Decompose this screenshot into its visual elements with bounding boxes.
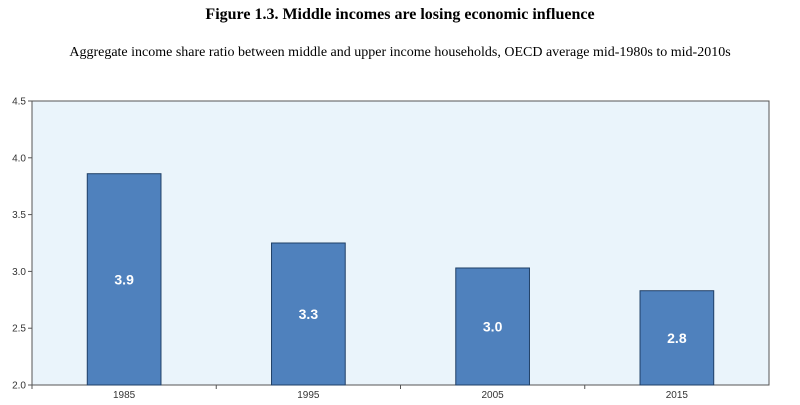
data-label-1995: 3.3	[299, 306, 319, 322]
y-axis: 2.0 2.5 3.0 3.5 4.0 4.5	[12, 97, 32, 392]
y-tick-label: 4.0	[12, 153, 26, 164]
chart-title: Figure 1.3. Middle incomes are losing ec…	[205, 6, 595, 23]
bar-2015	[639, 290, 715, 386]
bar-1985	[86, 173, 162, 386]
data-label-2015: 2.8	[667, 330, 687, 346]
data-label-2005: 3.0	[483, 318, 503, 334]
x-tick-label-1995: 1995	[297, 390, 320, 401]
y-tick-label: 2.5	[12, 324, 26, 335]
y-tick-label: 4.5	[12, 97, 26, 108]
y-tick-label: 3.5	[12, 210, 26, 221]
x-tick-label-2005: 2005	[482, 390, 505, 401]
chart-subtitle: Aggregate income share ratio between mid…	[69, 45, 731, 60]
x-axis: 1985 1995 2005 2015	[31, 385, 689, 401]
data-label-1985: 3.9	[114, 271, 134, 287]
bar-1995	[271, 242, 346, 386]
bar-2005	[455, 267, 530, 386]
x-tick-label-1985: 1985	[113, 390, 136, 401]
y-tick-label: 2.0	[12, 381, 26, 392]
x-tick-label-2015: 2015	[666, 390, 689, 401]
y-tick-label: 3.0	[12, 267, 26, 278]
bars-group: 3.9 3.3 3.0 2.8	[86, 173, 715, 386]
